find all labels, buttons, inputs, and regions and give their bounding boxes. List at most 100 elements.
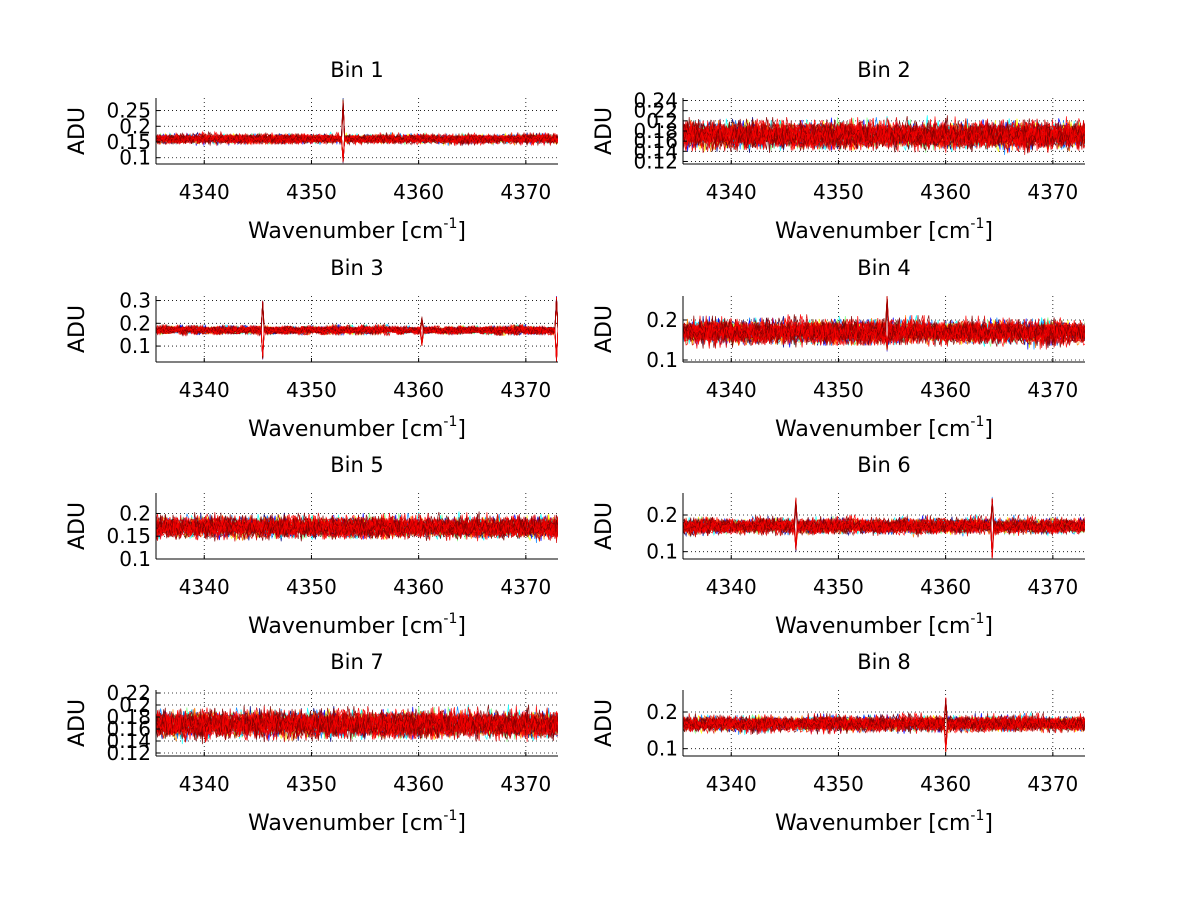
x-axis-label-end: ] (984, 219, 993, 244)
y-tick-label: 0.2 (119, 311, 151, 335)
x-tick-label: 4370 (500, 772, 551, 796)
x-tick-label: 4340 (706, 378, 757, 402)
y-tick-label: 0.1 (646, 540, 678, 564)
x-tick-label: 4370 (1027, 575, 1078, 599)
x-axis-label-text: Wavenumber [cm (248, 614, 443, 639)
x-axis-label: Wavenumber [cm-1] (775, 216, 993, 244)
x-tick-label: 4340 (706, 180, 757, 204)
series-line (683, 498, 1085, 537)
y-tick-label: 0.1 (646, 348, 678, 372)
y-tick-label: 0.2 (119, 114, 151, 138)
y-axis-label: ADU (592, 699, 617, 747)
x-tick-label: 4360 (393, 575, 444, 599)
x-tick-label: 4340 (706, 575, 757, 599)
series-line (156, 131, 558, 161)
x-axis-label: Wavenumber [cm-1] (248, 414, 466, 442)
y-axis-label: ADU (592, 305, 617, 353)
y-axis-label: ADU (592, 107, 617, 155)
y-tick-label: 0.2 (646, 308, 678, 332)
x-axis-label-text: Wavenumber [cm (775, 614, 970, 639)
series-group (683, 296, 1085, 352)
x-tick-label: 4340 (179, 575, 230, 599)
x-tick-label: 4350 (286, 378, 337, 402)
series-line (156, 130, 558, 159)
series-line (156, 708, 558, 743)
series-line (683, 119, 1085, 153)
y-tick-label: 0.1 (646, 737, 678, 761)
series-group (156, 296, 558, 362)
x-axis-label-sup: -1 (970, 216, 984, 232)
subplot-5: 4340 4350 4360 4370 0.10.150.2 Bin 5 Wavenumbe… (65, 453, 558, 639)
series-line (683, 699, 1085, 734)
x-axis-label: Wavenumber [cm-1] (775, 414, 993, 442)
y-tick-label: 0.3 (119, 289, 151, 313)
subplot-3: 4340 4350 4360 4370 0.10.20.3 Bin 3 Wavenumber… (65, 256, 558, 442)
y-axis-label: ADU (592, 502, 617, 550)
y-tick-label: 0.14 (106, 729, 151, 753)
x-axis-label-end: ] (984, 811, 993, 836)
series-line (683, 316, 1085, 348)
subplot-2: 4340 4350 4360 4370 0.120.140.160.180.20.220… (592, 58, 1085, 244)
y-axis-label: ADU (65, 699, 90, 747)
x-axis-label-sup: -1 (970, 808, 984, 824)
x-axis-label-sup: -1 (970, 414, 984, 430)
y-tick-label: 0.12 (106, 741, 151, 765)
x-tick-label: 4340 (706, 772, 757, 796)
x-axis-label-sup: -1 (443, 216, 457, 232)
y-axis-label: ADU (65, 107, 90, 155)
y-tick-label: 0.12 (633, 149, 678, 173)
x-axis-label-text: Wavenumber [cm (248, 417, 443, 442)
subplot-title: Bin 6 (857, 453, 911, 477)
y-tick-label: 0.2 (646, 503, 678, 527)
y-tick-label: 0.1 (119, 146, 151, 170)
x-tick-label: 4350 (813, 378, 864, 402)
x-axis-label-end: ] (457, 219, 466, 244)
x-tick-label: 4370 (500, 378, 551, 402)
y-tick-label: 0.1 (119, 547, 151, 571)
x-axis-label-sup: -1 (443, 611, 457, 627)
y-tick-label: 0.22 (633, 99, 678, 123)
x-tick-label: 4350 (813, 575, 864, 599)
subplot-4: 4340 4350 4360 4370 0.1 0.2 Bin 4 Wavenumber [c… (592, 256, 1085, 442)
x-axis-label-end: ] (457, 417, 466, 442)
y-tick-label: 0.2 (119, 693, 151, 717)
subplot-6: 4340 4350 4360 4370 0.1 0.2 Bin 6 Wavenumber [c… (592, 453, 1085, 639)
x-axis-label-end: ] (984, 417, 993, 442)
subplot-title: Bin 1 (330, 58, 384, 82)
x-axis-label-text: Wavenumber [cm (775, 811, 970, 836)
x-axis-label-text: Wavenumber [cm (248, 219, 443, 244)
y-tick-label: 0.15 (106, 130, 151, 154)
series-line (683, 119, 1085, 153)
x-tick-label: 4350 (286, 180, 337, 204)
subplot-title: Bin 4 (857, 256, 911, 280)
subplot-title: Bin 2 (857, 58, 911, 82)
x-axis-label-text: Wavenumber [cm (248, 811, 443, 836)
x-tick-label: 4350 (286, 575, 337, 599)
y-tick-label: 0.14 (633, 139, 678, 163)
x-axis-label: Wavenumber [cm-1] (775, 611, 993, 639)
grid (156, 98, 558, 164)
x-tick-label: 4340 (179, 180, 230, 204)
subplot-8: 4340 4350 4360 4370 0.1 0.2 Bin 8 Wavenumber [c… (592, 650, 1085, 836)
subplot-title: Bin 7 (330, 650, 384, 674)
series-group (683, 496, 1085, 559)
x-axis-label: Wavenumber [cm-1] (248, 611, 466, 639)
x-axis-label-sup: -1 (443, 414, 457, 430)
y-axis-label: ADU (65, 502, 90, 550)
x-tick-label: 4340 (179, 378, 230, 402)
x-tick-label: 4360 (393, 378, 444, 402)
x-tick-label: 4360 (920, 180, 971, 204)
series-line (683, 713, 1085, 752)
y-tick-label: 0.25 (106, 99, 151, 123)
x-tick-label: 4360 (920, 378, 971, 402)
x-tick-label: 4370 (1027, 772, 1078, 796)
y-tick-label: 0.16 (633, 129, 678, 153)
x-tick-label: 4360 (920, 575, 971, 599)
series-group (683, 115, 1085, 156)
x-tick-label: 4370 (500, 575, 551, 599)
x-tick-label: 4350 (286, 772, 337, 796)
series-line (683, 319, 1085, 349)
y-tick-label: 0.18 (633, 119, 678, 143)
x-tick-label: 4370 (500, 180, 551, 204)
